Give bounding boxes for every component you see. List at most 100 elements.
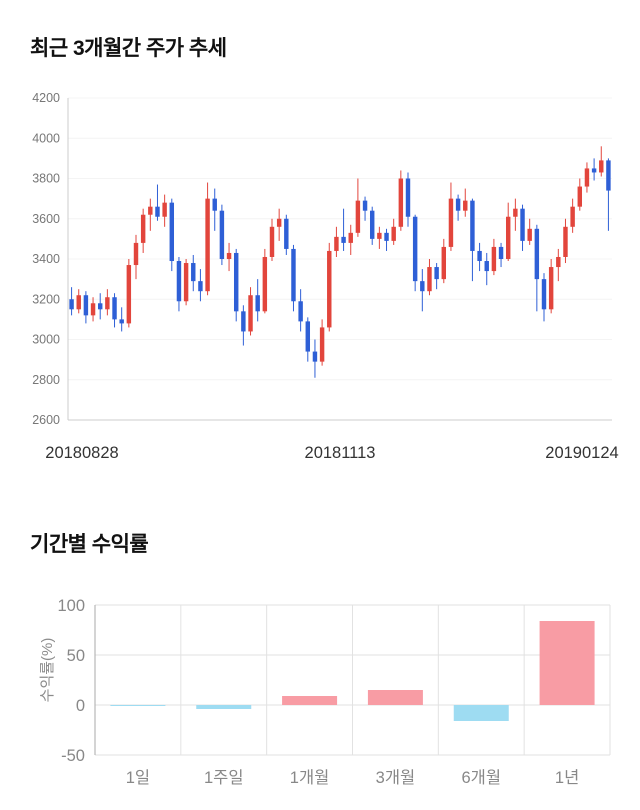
candle-body xyxy=(427,267,432,292)
y-tick-label: 3400 xyxy=(32,252,60,266)
candle-body xyxy=(463,200,468,211)
y-tick-label: 3200 xyxy=(32,292,60,306)
candle-body xyxy=(391,226,396,241)
candle-body xyxy=(584,168,590,187)
candle-body xyxy=(405,178,411,217)
candle-body xyxy=(133,242,139,266)
candle-body xyxy=(477,250,482,262)
candle-body xyxy=(183,263,189,302)
candle-body xyxy=(176,261,182,302)
candle-body xyxy=(112,297,117,320)
candle-body xyxy=(169,202,175,262)
candle-body xyxy=(262,256,268,312)
candle-body xyxy=(563,226,568,257)
candle-body xyxy=(334,236,339,251)
candle-body xyxy=(305,321,311,352)
candle-body xyxy=(577,186,583,207)
candle-body xyxy=(212,198,217,211)
candle-body xyxy=(355,200,361,233)
return-bar xyxy=(282,696,338,705)
y-tick-label: 3600 xyxy=(32,212,60,226)
return-bar xyxy=(196,705,252,709)
candle-body xyxy=(83,295,89,316)
y-tick-label: 0 xyxy=(76,697,85,715)
candle-body xyxy=(140,214,146,243)
candle-body xyxy=(90,303,96,316)
price-trend-title: 최근 3개월간 주가 추세 xyxy=(30,37,227,60)
return-bar xyxy=(110,705,166,706)
x-tick-label: 20180828 xyxy=(45,444,118,462)
candle-body xyxy=(105,297,110,310)
candle-body xyxy=(470,200,475,251)
category-label: 6개월 xyxy=(461,768,501,787)
candle-body xyxy=(291,248,296,302)
y-tick-label: 4000 xyxy=(32,131,60,145)
candle-body xyxy=(362,200,368,211)
candle-body xyxy=(205,198,210,292)
category-label: 1년 xyxy=(555,768,579,787)
candle-body xyxy=(327,250,332,328)
candle-body xyxy=(591,168,597,173)
candle-body xyxy=(233,252,239,312)
candle-body xyxy=(69,299,74,310)
candle-body xyxy=(255,295,260,312)
candle-body xyxy=(455,198,461,211)
candle-body xyxy=(219,210,225,259)
x-tick-label: 20181113 xyxy=(305,444,376,462)
y-tick-label: 3000 xyxy=(32,333,60,347)
category-label: 1주일 xyxy=(204,768,244,787)
candle-body xyxy=(148,206,153,215)
period-return-title: 기간별 수익률 xyxy=(30,533,149,556)
candle-body xyxy=(348,232,353,243)
candle-body xyxy=(312,351,318,362)
candle-body xyxy=(97,303,103,310)
category-label: 1일 xyxy=(126,768,150,787)
return-bar xyxy=(539,621,595,705)
candle-body xyxy=(484,261,489,272)
candle-body xyxy=(599,160,604,173)
candle-body xyxy=(513,208,518,217)
candle-body xyxy=(377,232,382,239)
candle-body xyxy=(441,246,447,280)
candle-body xyxy=(298,301,303,322)
candle-body xyxy=(226,252,232,259)
period-return-bar-chart: -50 0 50 100 1일 1주일 1개월 3개월 6개월 1년 xyxy=(57,597,611,787)
price-candlestick-chart: 2600 2800 3000 3200 3400 3600 3800 4000 4200 2018… xyxy=(32,91,619,462)
candle-body xyxy=(162,202,167,217)
candle-body xyxy=(420,281,425,292)
candle-body xyxy=(527,228,532,241)
y-tick-label: 100 xyxy=(57,597,85,615)
y-tick-label: 50 xyxy=(67,647,85,665)
candle-body xyxy=(570,206,575,227)
category-label: 1개월 xyxy=(290,768,330,787)
y-tick-label: -50 xyxy=(61,747,85,765)
candle-body xyxy=(198,281,203,292)
candle-body xyxy=(398,178,404,227)
candle-body xyxy=(155,206,160,217)
candle-body xyxy=(241,311,246,332)
candle-body xyxy=(191,263,196,282)
candle-body xyxy=(448,198,454,247)
candle-body xyxy=(269,226,275,257)
y-tick-label: 3800 xyxy=(32,172,60,186)
candle-body xyxy=(520,208,525,241)
y-tick-label: 2800 xyxy=(32,373,60,387)
candle-body xyxy=(248,295,253,332)
candle-body xyxy=(434,267,439,280)
y-tick-label: 2600 xyxy=(32,413,60,427)
return-bar xyxy=(453,705,509,721)
candle-body xyxy=(541,279,547,310)
candle-body xyxy=(548,267,554,310)
candle-body xyxy=(534,228,540,280)
x-tick-label: 20190124 xyxy=(545,444,618,462)
candle-body xyxy=(498,246,504,259)
candle-body xyxy=(341,236,346,243)
candle-body xyxy=(119,319,124,324)
candle-body xyxy=(606,160,611,191)
candle-body xyxy=(556,256,561,268)
candle-body xyxy=(412,216,418,282)
candle-body xyxy=(369,210,375,239)
candle-body xyxy=(276,218,282,227)
y-tick-label: 4200 xyxy=(32,91,60,105)
